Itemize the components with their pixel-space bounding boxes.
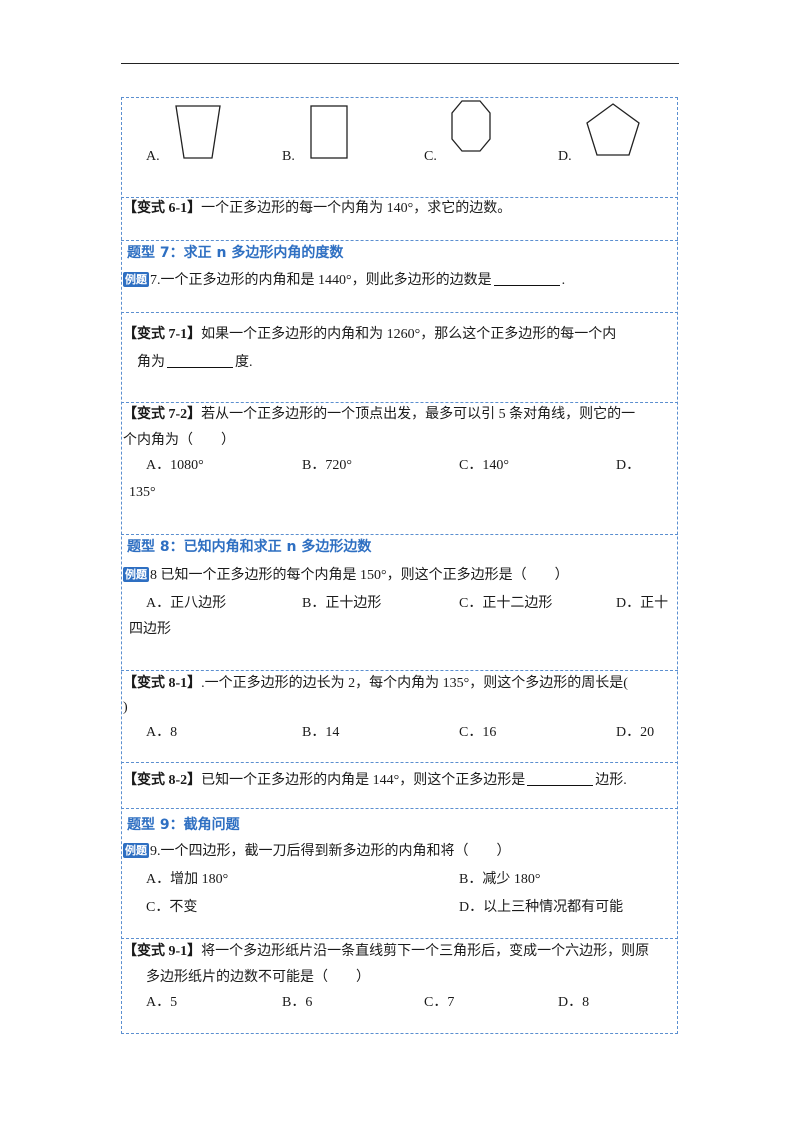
- option-a: A．增加 180°: [146, 872, 229, 887]
- pentagon-shape: [586, 103, 640, 156]
- variant-text: .一个正多边形的边长为 2，每个内角为 135°，则这个多边形的周长是(: [201, 676, 628, 691]
- option-d: D．正十: [616, 596, 669, 611]
- variant-tag: 【变式 8-1】: [123, 676, 202, 691]
- variant-7-2-line1: 【变式 7-2】若从一个正多边形的一个顶点出发，最多可以引 5 条对角线，则它的…: [123, 405, 635, 425]
- option-a: A.: [146, 149, 160, 164]
- octagon-shape: [451, 100, 491, 152]
- variant-text: 一个正多边形的每一个内角为 140°，求它的边数。: [201, 201, 512, 216]
- example-text-end: .: [561, 273, 566, 288]
- variant-text: 如果一个正多边形的内角和为 1260°，那么这个正多边形的每一个内: [201, 327, 617, 342]
- divider: [121, 534, 678, 535]
- rectangle-shape: [310, 105, 348, 159]
- answer-blank: [493, 271, 560, 286]
- option-b: B．正十边形: [302, 596, 382, 611]
- variant-9-1-line2: 多边形纸片的边数不可能是（ ）: [146, 970, 370, 985]
- variant-text: 角为: [137, 355, 165, 370]
- variant-tag: 【变式 9-1】: [123, 944, 202, 959]
- variant-text: 已知一个正多边形的内角是 144°，则这个正多边形是: [201, 773, 526, 788]
- variant-6-1: 【变式 6-1】一个正多边形的每一个内角为 140°，求它的边数。: [123, 199, 511, 219]
- header-rule: [121, 63, 679, 64]
- option-b: B．14: [302, 725, 340, 740]
- variant-7-2-line2: 个内角为（ ）: [123, 433, 235, 448]
- option-b: B．720°: [302, 458, 352, 473]
- option-d: D．以上三种情况都有可能: [459, 900, 624, 915]
- variant-tag: 【变式 6-1】: [123, 201, 202, 216]
- variant-tag: 【变式 8-2】: [123, 773, 202, 788]
- option-b: B．6: [282, 995, 313, 1010]
- option-c: C．140°: [459, 458, 509, 473]
- divider: [121, 808, 678, 809]
- option-c: C．不变: [146, 900, 198, 915]
- option-b: B.: [282, 149, 295, 164]
- variant-8-1-line1: 【变式 8-1】.一个正多边形的边长为 2，每个内角为 135°，则这个多边形的…: [123, 674, 628, 694]
- option-d-wrap: 四边形: [129, 622, 171, 637]
- option-d-wrap: 135°: [129, 485, 156, 500]
- variant-7-1-line2: 角为 度.: [137, 353, 253, 373]
- example-badge: 例题: [123, 567, 149, 582]
- option-c: C.: [424, 149, 437, 164]
- variant-8-2: 【变式 8-2】已知一个正多边形的内角是 144°，则这个正多边形是 边形.: [123, 771, 627, 791]
- option-d: D．20: [616, 725, 655, 740]
- option-c: C．16: [459, 725, 497, 740]
- trapezoid-shape: [175, 105, 221, 159]
- variant-text: 若从一个正多边形的一个顶点出发，最多可以引 5 条对角线，则它的一: [201, 407, 636, 422]
- variant-8-1-line2: ): [123, 700, 128, 715]
- example-9: 例题 9.一个四边形，截一刀后得到新多边形的内角和将（ ）: [123, 842, 511, 862]
- example-text: 7.一个正多边形的内角和是 1440°，则此多边形的边数是: [150, 273, 492, 288]
- variant-9-1-line1: 【变式 9-1】将一个多边形纸片沿一条直线剪下一个三角形后，变成一个六边形，则原: [123, 942, 649, 962]
- option-b: B．减少 180°: [459, 872, 541, 887]
- section-title-7: 题型 7：求正 n 多边形内角的度数: [127, 245, 344, 261]
- option-c: C．7: [424, 995, 455, 1010]
- variant-tag: 【变式 7-1】: [123, 327, 202, 342]
- section-title-8: 题型 8：已知内角和求正 n 多边形边数: [127, 539, 372, 555]
- answer-blank: [527, 771, 594, 786]
- option-a: A．1080°: [146, 458, 204, 473]
- divider: [121, 197, 678, 198]
- variant-7-1-line1: 【变式 7-1】如果一个正多边形的内角和为 1260°，那么这个正多边形的每一个…: [123, 325, 616, 345]
- example-badge: 例题: [123, 272, 149, 287]
- example-text: 9.一个四边形，截一刀后得到新多边形的内角和将（ ）: [150, 844, 511, 859]
- divider: [121, 402, 678, 403]
- option-d: D．8: [558, 995, 590, 1010]
- example-text: 8 已知一个正多边形的每个内角是 150°，则这个正多边形是（ ）: [150, 568, 569, 583]
- option-a: A．8: [146, 725, 178, 740]
- variant-text: 将一个多边形纸片沿一条直线剪下一个三角形后，变成一个六边形，则原: [201, 944, 650, 959]
- content-frame: [121, 97, 678, 1034]
- answer-blank: [167, 353, 233, 368]
- variant-text-end: 边形.: [595, 773, 627, 788]
- divider: [121, 762, 678, 763]
- divider: [121, 938, 678, 939]
- example-7: 例题 7.一个正多边形的内角和是 1440°，则此多边形的边数是.: [123, 271, 565, 291]
- option-d: D.: [558, 149, 572, 164]
- variant-text-end: 度.: [235, 355, 253, 370]
- divider: [121, 312, 678, 313]
- example-badge: 例题: [123, 843, 149, 858]
- divider: [121, 670, 678, 671]
- example-8: 例题 8 已知一个正多边形的每个内角是 150°，则这个正多边形是（ ）: [123, 566, 569, 586]
- section-title-9: 题型 9：截角问题: [127, 817, 240, 833]
- option-a: A．5: [146, 995, 178, 1010]
- option-a: A．正八边形: [146, 596, 227, 611]
- divider: [121, 240, 678, 241]
- option-d: D．: [616, 458, 641, 473]
- option-c: C．正十二边形: [459, 596, 553, 611]
- variant-tag: 【变式 7-2】: [123, 407, 202, 422]
